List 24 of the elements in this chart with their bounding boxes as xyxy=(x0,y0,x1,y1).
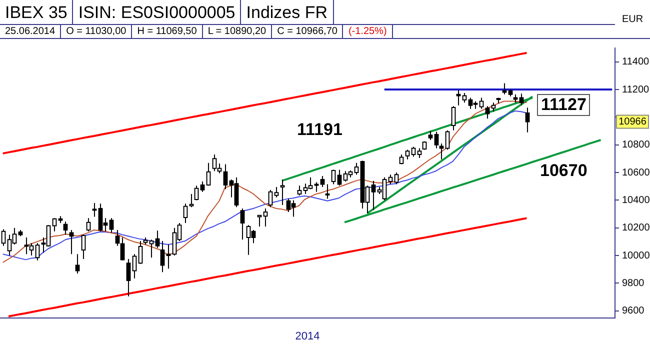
chart-subtitle: ISIN: ES0SI0000005 xyxy=(73,0,242,24)
annotation: 11191 xyxy=(297,120,342,140)
text: O = 11030,00 xyxy=(61,25,132,38)
text: 10966 xyxy=(618,116,647,128)
text: 25.06.2014 xyxy=(0,25,62,38)
y-tick-label: 11200 xyxy=(622,84,650,96)
chart-title: IBEX 35 xyxy=(0,0,74,24)
x-axis-title: 2014 xyxy=(295,330,320,342)
annotation: 10670 xyxy=(540,161,588,181)
text: L = 10890,20 xyxy=(202,25,272,38)
y-tick-label: 9800 xyxy=(622,278,645,289)
y-tick-label: 9600 xyxy=(622,306,645,317)
y-tick-label: 11400 xyxy=(622,56,650,68)
y-tick-label: 10800 xyxy=(622,140,650,151)
annotation: 11127 xyxy=(537,94,590,116)
y-axis-title: EUR xyxy=(615,0,650,39)
text: C = 10966,70 xyxy=(272,25,344,38)
text: Indizes FR xyxy=(241,0,334,24)
y-tick-label: 10000 xyxy=(622,250,650,262)
y-tick-label: 10600 xyxy=(622,167,650,178)
y-tick-label: 10200 xyxy=(622,222,650,234)
text: (-1.25%) xyxy=(343,25,393,38)
text: H = 11069,50 xyxy=(132,25,203,38)
y-tick-label: 10400 xyxy=(622,194,650,206)
